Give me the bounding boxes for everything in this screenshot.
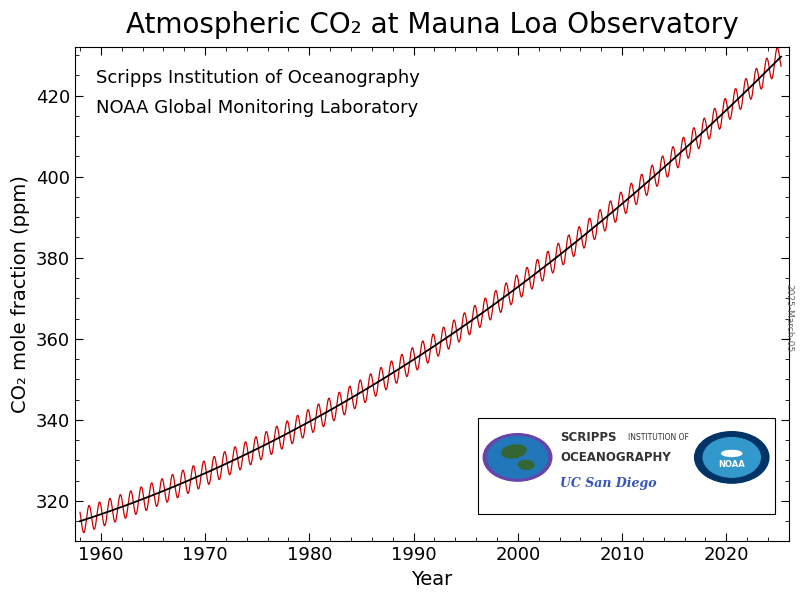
Text: Scripps Institution of Oceanography: Scripps Institution of Oceanography	[96, 69, 420, 87]
Title: Atmospheric CO₂ at Mauna Loa Observatory: Atmospheric CO₂ at Mauna Loa Observatory	[126, 11, 738, 39]
Circle shape	[703, 437, 760, 477]
Circle shape	[487, 437, 547, 478]
Text: NOAA Global Monitoring Laboratory: NOAA Global Monitoring Laboratory	[96, 99, 418, 117]
X-axis label: Year: Year	[411, 570, 453, 589]
Text: 2025-March-05: 2025-March-05	[785, 284, 794, 352]
Text: NOAA: NOAA	[718, 460, 745, 469]
Ellipse shape	[502, 445, 526, 458]
Text: SCRIPPS: SCRIPPS	[560, 431, 617, 444]
Ellipse shape	[518, 460, 534, 469]
Ellipse shape	[722, 451, 742, 457]
Text: INSTITUTION OF: INSTITUTION OF	[628, 433, 689, 442]
FancyBboxPatch shape	[478, 418, 774, 514]
Circle shape	[483, 434, 552, 481]
Text: UC San Diego: UC San Diego	[560, 477, 657, 490]
Circle shape	[694, 431, 769, 483]
Y-axis label: CO₂ mole fraction (ppm): CO₂ mole fraction (ppm)	[11, 175, 30, 413]
Text: OCEANOGRAPHY: OCEANOGRAPHY	[560, 451, 671, 464]
